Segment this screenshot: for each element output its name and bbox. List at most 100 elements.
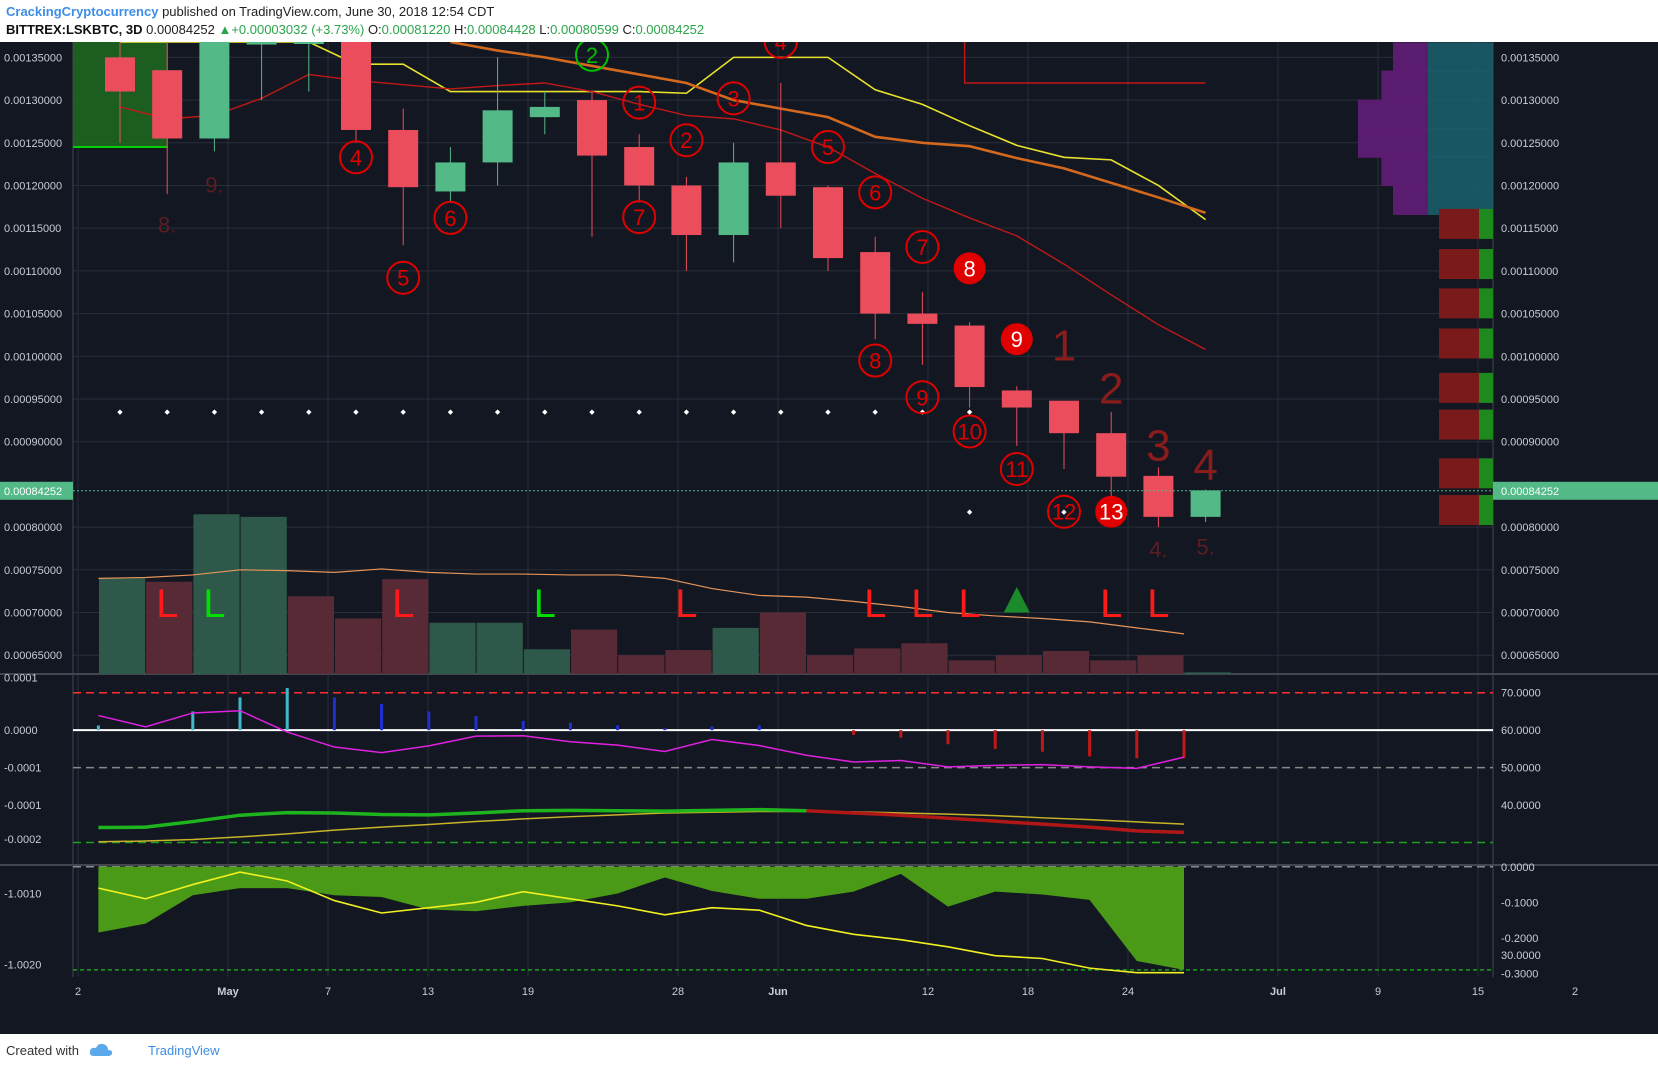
oscillator-histogram-bar <box>427 711 431 731</box>
ma-orange-line <box>450 42 1207 215</box>
price-tick-left: 0.00110000 <box>4 266 61 278</box>
volume-bar <box>523 649 570 674</box>
L-signal-marker: L <box>675 582 697 626</box>
oscillator-histogram-bar <box>852 730 856 735</box>
candle-down <box>1143 475 1174 517</box>
time-tick-label: 15 <box>1472 986 1484 998</box>
support-dot: ◆ <box>448 409 454 416</box>
td-count-label: 1 <box>633 91 645 116</box>
oscillator-magenta-line <box>98 709 1185 770</box>
bottom-tick-right: -0.2000 <box>1501 933 1538 945</box>
L-signal-marker: L <box>1147 582 1169 626</box>
price-tick-right: 0.00100000 <box>1501 351 1559 363</box>
up-triangle-icon: ▲ <box>218 22 232 37</box>
volume-bar <box>901 643 948 674</box>
td-count-marker <box>622 85 657 120</box>
volume-bar <box>476 622 523 674</box>
L-signal-marker: L <box>156 582 178 626</box>
author-link[interactable]: CrackingCryptocurrency <box>6 4 159 19</box>
high-value: 0.00084428 <box>466 22 536 37</box>
price-tick-left: 0.00115000 <box>4 223 61 235</box>
oscillator-tick-right: 60.0000 <box>1501 725 1541 737</box>
support-dot: ◆ <box>259 409 265 416</box>
open-label: O: <box>367 22 382 37</box>
candle-down <box>954 325 985 388</box>
published-text: published on TradingView.com, June 30, 2… <box>162 4 495 19</box>
volume-bar <box>759 612 806 674</box>
price-tick-right: 0.00090000 <box>1501 437 1559 449</box>
oscillator-histogram-bar <box>899 730 903 738</box>
support-dot: ◆ <box>967 409 973 416</box>
price-tick-left: 0.00125000 <box>4 138 62 150</box>
last-price-tag-left <box>0 481 73 500</box>
oscillator-histogram-bar <box>946 730 950 745</box>
volume-profile-bar <box>1358 127 1428 158</box>
setup-number: 3 <box>1146 421 1170 470</box>
td-count-label: 5 <box>822 135 834 160</box>
volume-bar <box>571 629 618 674</box>
chart-header: CrackingCryptocurrency published on Trad… <box>0 0 1658 42</box>
oscillator-histogram-bar <box>380 703 384 731</box>
candle-down <box>1001 390 1032 408</box>
close-value: 0.00084252 <box>635 22 705 37</box>
td-count-marker <box>433 200 468 235</box>
last-price-label-right: 0.00084252 <box>1501 486 1559 498</box>
volume-profile-bar-up <box>1479 372 1493 403</box>
oscillator-tick-right: 40.0000 <box>1501 800 1541 812</box>
oscillator-tick-left: 0.0001 <box>4 673 38 685</box>
volume-profile-bar <box>1393 42 1428 73</box>
last-price: 0.00084252 <box>146 22 215 37</box>
candle-down <box>765 162 796 196</box>
price-tick-right: 0.00070000 <box>1501 608 1559 620</box>
support-dot: ◆ <box>731 409 737 416</box>
td-count-marker <box>1047 494 1081 529</box>
price-tick-left: 0.00070000 <box>4 608 62 620</box>
td-count-label: 9 <box>916 385 928 410</box>
setup-small-label: 8. <box>158 212 176 237</box>
volume-profile-bar-up <box>1479 458 1493 489</box>
volume-profile-bar-up <box>1479 288 1493 319</box>
bottom-tick-left: -1.0020 <box>4 960 41 972</box>
volume-profile-bar-down <box>1439 328 1479 359</box>
volume-bar <box>382 579 429 674</box>
support-dot: ◆ <box>353 409 359 416</box>
volume-bar <box>854 648 901 674</box>
L-signal-marker: L <box>1100 582 1122 626</box>
td-count-marker <box>999 452 1034 487</box>
volume-bar <box>146 581 193 674</box>
oscillator-tick-right: 50.0000 <box>1501 763 1541 775</box>
price-tick-right: 0.00120000 <box>1501 180 1559 192</box>
oscillator-histogram-bar <box>1135 730 1139 759</box>
volume-bar <box>335 618 382 674</box>
setup-small-label: 9. <box>205 172 223 197</box>
last-price-tag-right <box>1493 481 1658 500</box>
price-tick-left: 0.00135000 <box>4 52 62 64</box>
volume-bar <box>287 596 334 674</box>
price-tick-left: 0.00075000 <box>4 565 62 577</box>
td-count-label: 3 <box>727 86 739 111</box>
support-dot: ◆ <box>306 409 312 416</box>
volume-profile-bar-up <box>1479 495 1493 526</box>
candle-down <box>907 313 938 324</box>
volume-profile-bar <box>1428 70 1493 101</box>
price-tick-left: 0.00080000 <box>4 522 62 534</box>
td-count-label: 9 <box>1011 327 1023 352</box>
chart-footer: Created with TradingView <box>0 1034 1658 1066</box>
volume-bar <box>995 655 1042 674</box>
symbol-label: BITTREX:LSKBTC, 3D <box>6 22 143 37</box>
price-tick-left: 0.00120000 <box>4 180 62 192</box>
oscillator-histogram-bar <box>1182 730 1186 759</box>
td-count-marker-green <box>575 42 609 72</box>
ma-yellow-line <box>120 42 1207 221</box>
volume-profile-bar-down <box>1439 288 1479 319</box>
L-signal-marker: L <box>203 582 225 626</box>
low-label: L: <box>539 22 551 37</box>
bottom-tick-right: -0.1000 <box>1501 897 1538 909</box>
volume-bar <box>1043 650 1090 674</box>
time-tick-label: 24 <box>1122 986 1134 998</box>
last-price-label-left: 0.00084252 <box>4 486 62 498</box>
chart-canvas[interactable]: ◆◆◆◆◆◆◆◆◆◆◆◆◆◆◆◆◆◆◆◆◆◆123456789456789101… <box>0 42 1658 1034</box>
td-count-label: 13 <box>1099 500 1123 525</box>
tradingview-brand-link[interactable]: TradingView <box>148 1043 220 1058</box>
td-count-label: 2 <box>680 128 692 153</box>
